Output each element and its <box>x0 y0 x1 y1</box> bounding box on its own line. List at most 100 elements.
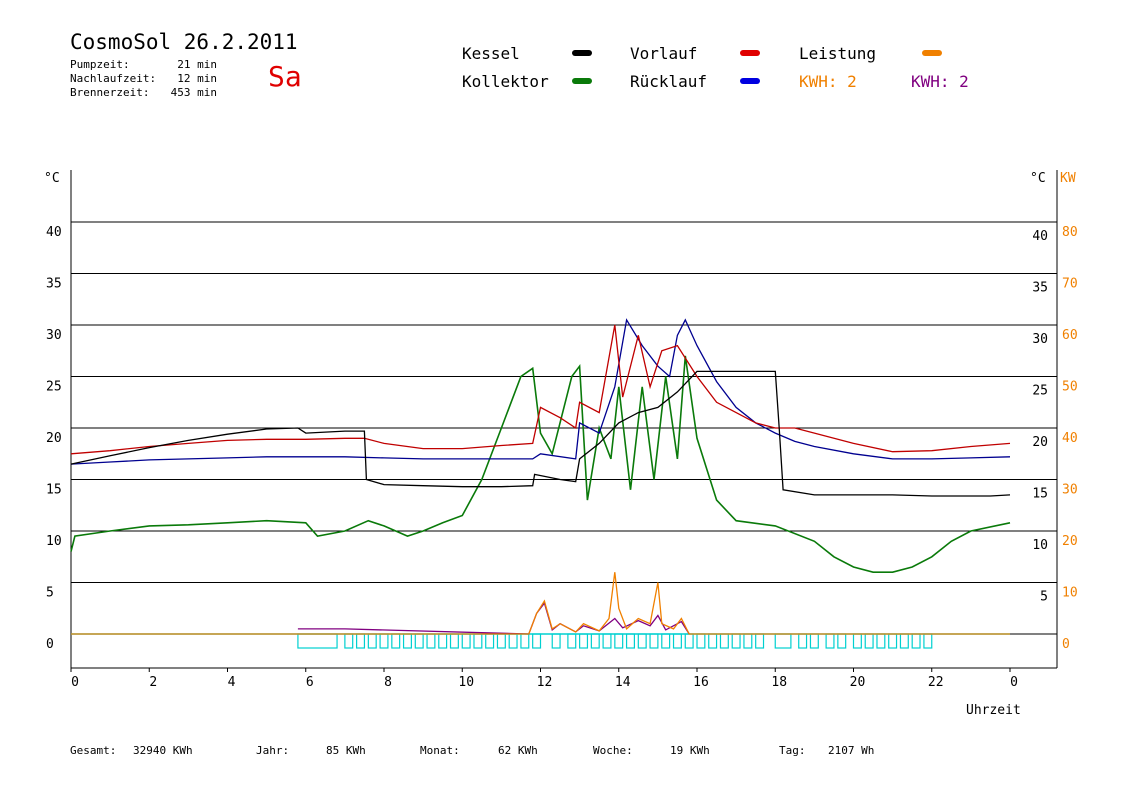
status-block <box>743 633 753 649</box>
status-block <box>719 633 729 649</box>
status-block <box>864 633 874 649</box>
y-tick-label-left: 10 <box>46 534 62 549</box>
nachlaufzeit-label: Nachlaufzeit: <box>70 72 157 85</box>
legend-leistung-swatch <box>922 50 942 56</box>
series-line-kwh <box>297 601 690 635</box>
footer-tag-value: 2107 Wh <box>828 744 875 757</box>
status-block <box>837 633 847 649</box>
status-block <box>426 633 436 649</box>
y-tick-label-left: 30 <box>46 328 62 343</box>
series-line-ruecklauf <box>70 318 1011 465</box>
x-tick-label: 0 <box>1010 675 1018 690</box>
y-axis-unit-left: °C <box>44 171 60 186</box>
x-tick-label: 18 <box>771 675 787 690</box>
footer-jahr-value: 85 KWh <box>326 744 366 757</box>
y-tick-label-left: 20 <box>46 431 62 446</box>
status-block <box>449 633 459 649</box>
status-block <box>888 633 898 649</box>
status-block <box>379 633 389 649</box>
y-tick-label-kw: 60 <box>1062 328 1078 343</box>
status-block <box>579 633 589 649</box>
series-line-vorlauf <box>70 324 1011 455</box>
status-block <box>496 633 506 649</box>
y-tick-label-right: 10 <box>1032 538 1048 553</box>
y-tick-label-right: 15 <box>1032 487 1048 502</box>
y-tick-label-right: 40 <box>1032 229 1048 244</box>
status-block <box>637 633 647 649</box>
status-block <box>473 633 483 649</box>
y-tick-label-kw: 10 <box>1062 586 1078 601</box>
status-block <box>551 633 561 649</box>
status-block <box>567 633 577 649</box>
status-block <box>297 633 338 649</box>
nachlaufzeit-value: 12 min <box>177 72 217 85</box>
x-tick-label: 14 <box>615 675 631 690</box>
status-block <box>911 633 921 649</box>
weekday-label: Sa <box>268 60 302 93</box>
brennerzeit-label: Brennerzeit: <box>70 86 150 99</box>
status-block <box>649 633 659 649</box>
footer-woche-label: Woche: <box>593 744 633 757</box>
x-tick-label: 6 <box>306 675 314 690</box>
y-tick-label-kw: 0 <box>1062 637 1070 652</box>
y-tick-label-left: 40 <box>46 225 62 240</box>
y-tick-label-kw: 50 <box>1062 380 1078 395</box>
footer-tag-label: Tag: <box>779 744 806 757</box>
footer-monat-value: 62 KWh <box>498 744 538 757</box>
status-block <box>602 633 612 649</box>
x-tick-label: 12 <box>537 675 553 690</box>
y-tick-label-left: 0 <box>46 637 54 652</box>
status-block <box>625 633 636 649</box>
y-tick-label-kw: 80 <box>1062 225 1078 240</box>
x-tick-label: 8 <box>384 675 392 690</box>
footer-woche-value: 19 KWh <box>670 744 710 757</box>
y-tick-label-right: 35 <box>1032 281 1048 296</box>
status-block <box>755 633 765 649</box>
y-axis-unit-kw: KW <box>1060 171 1076 186</box>
x-axis-title: Uhrzeit <box>966 703 1021 718</box>
y-axis-unit-right: °C <box>1030 171 1046 186</box>
status-block <box>485 633 495 649</box>
y-tick-label-right: 25 <box>1032 384 1048 399</box>
pumpzeit-label: Pumpzeit: <box>70 58 130 71</box>
legend-leistung-label: Leistung <box>799 44 877 63</box>
status-block <box>923 633 933 649</box>
brennerzeit-value: 453 min <box>170 86 217 99</box>
y-tick-label-kw: 30 <box>1062 483 1078 498</box>
status-block <box>414 633 424 649</box>
y-tick-label-left: 35 <box>46 277 62 292</box>
status-block <box>590 633 600 649</box>
y-tick-label-left: 25 <box>46 380 62 395</box>
status-block <box>344 633 354 649</box>
page-title: CosmoSol 26.2.2011 <box>70 30 298 54</box>
y-tick-label-kw: 70 <box>1062 277 1078 292</box>
status-block <box>852 633 862 649</box>
legend-ruecklauf-label: Rücklauf <box>630 72 708 91</box>
status-block <box>367 633 377 649</box>
footer-gesamt-value: 32940 KWh <box>133 744 193 757</box>
footer-monat-label: Monat: <box>420 744 460 757</box>
x-tick-label: 20 <box>850 675 866 690</box>
status-block <box>438 633 448 649</box>
y-tick-label-right: 5 <box>1040 590 1048 605</box>
status-block <box>798 633 808 649</box>
x-tick-label: 16 <box>693 675 709 690</box>
status-block <box>809 633 819 649</box>
status-block <box>774 633 792 649</box>
status-block <box>508 633 518 649</box>
status-block <box>731 633 741 649</box>
x-tick-label: 22 <box>928 675 944 690</box>
status-block <box>672 633 682 649</box>
series-line-kessel <box>70 370 1011 497</box>
status-block <box>661 633 671 649</box>
footer-jahr-label: Jahr: <box>256 744 290 757</box>
y-tick-label-right: 30 <box>1032 332 1048 347</box>
status-block <box>614 633 624 649</box>
x-tick-label: 0 <box>71 675 79 690</box>
status-block <box>461 633 471 649</box>
y-tick-label-kw: 20 <box>1062 534 1078 549</box>
status-block <box>532 633 542 649</box>
legend-kessel-swatch <box>572 50 592 56</box>
legend-vorlauf-swatch <box>740 50 760 56</box>
